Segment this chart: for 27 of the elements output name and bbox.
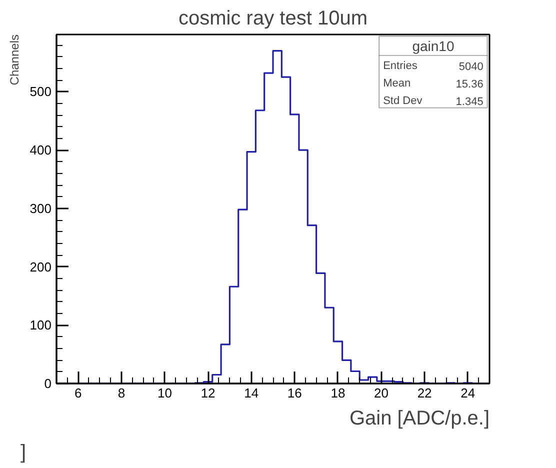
x-axis-title: Gain [ADC/p.e.]: [349, 408, 490, 430]
y-tick-label: 500: [30, 84, 52, 100]
x-tick-label: 20: [374, 386, 388, 400]
x-tick-label: 8: [118, 386, 126, 400]
x-tick-label: 12: [200, 386, 216, 400]
x-tick-label: 16: [287, 386, 302, 400]
x-tick-label: 18: [330, 386, 346, 400]
y-axis-title: Channels: [8, 34, 22, 86]
x-tick-label: 24: [460, 386, 476, 400]
y-tick-label: 400: [30, 142, 52, 158]
annotation: Std Dev: [383, 94, 423, 107]
annotation: 1.345: [456, 96, 484, 108]
y-tick-label: 300: [30, 200, 52, 216]
text: ]: [20, 442, 26, 464]
x-tick-label: 22: [417, 386, 432, 400]
chart-title: cosmic ray test 10um: [178, 8, 368, 30]
x-tick-label: 14: [244, 386, 259, 400]
y-tick-label: 200: [30, 259, 52, 274]
annotation: gain10: [412, 38, 454, 54]
annotation: 5040: [458, 60, 484, 73]
x-tick-label: 6: [74, 386, 82, 400]
annotation: 15.36: [456, 78, 484, 90]
annotation: Entries: [383, 60, 418, 72]
y-tick-label: 100: [30, 318, 52, 333]
x-tick-label: 10: [158, 386, 172, 400]
annotation: Mean: [383, 77, 411, 90]
y-tick-label: 0: [44, 376, 52, 391]
